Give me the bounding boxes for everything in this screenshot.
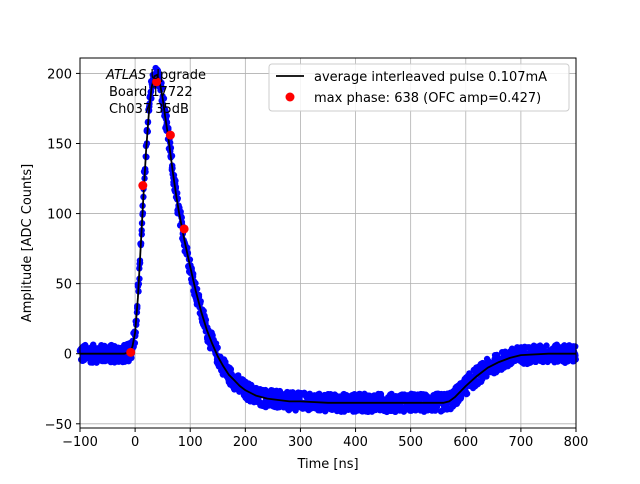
sample-point bbox=[572, 343, 579, 350]
x-tick-label: −100 bbox=[62, 435, 98, 450]
legend-point-swatch bbox=[285, 92, 295, 102]
plot-frame bbox=[79, 57, 577, 429]
annotation-line1: ATLAS Upgrade bbox=[105, 68, 206, 83]
annotation-upgrade: Upgrade bbox=[146, 68, 206, 83]
x-tick-label: 500 bbox=[398, 435, 423, 450]
x-tick-label: 100 bbox=[178, 435, 203, 450]
x-tick-label: 700 bbox=[508, 435, 533, 450]
annotation-atlas: ATLAS bbox=[105, 68, 146, 83]
average-line-layer bbox=[80, 73, 576, 404]
x-ticks: −100 0 100 200 300 400 500 600 700 800 bbox=[62, 428, 588, 450]
x-tick-label: 300 bbox=[288, 435, 313, 450]
average-pulse-line bbox=[80, 73, 576, 404]
x-tick-label: 800 bbox=[564, 435, 589, 450]
max-phase-point bbox=[165, 130, 175, 140]
x-axis-label: Time [ns] bbox=[296, 457, 358, 472]
max-phase-point bbox=[179, 224, 189, 234]
annotation-line2: Board 17722 bbox=[109, 85, 193, 100]
annotation: ATLAS Upgrade Board 17722 Ch037 35dB bbox=[105, 68, 206, 117]
max-phase-point bbox=[126, 347, 136, 357]
sample-point bbox=[543, 342, 550, 349]
y-tick-label: 150 bbox=[47, 137, 72, 152]
legend-box bbox=[268, 63, 570, 112]
sample-point bbox=[276, 403, 283, 411]
y-tick-label: 100 bbox=[47, 208, 72, 223]
y-tick-label: 0 bbox=[64, 348, 72, 363]
scatter-samples bbox=[76, 64, 579, 416]
x-tick-label: 200 bbox=[233, 435, 258, 450]
y-ticks: −50 0 50 100 150 200 bbox=[45, 67, 80, 433]
sample-point bbox=[463, 390, 471, 397]
sample-point bbox=[457, 395, 464, 402]
x-tick-label: 400 bbox=[343, 435, 368, 450]
legend-entry-max-phase: max phase: 638 (OFC amp=0.427) bbox=[314, 91, 541, 106]
x-tick-label: 0 bbox=[131, 435, 139, 450]
x-tick-label: 600 bbox=[453, 435, 478, 450]
grid-lines bbox=[79, 58, 577, 428]
max-phase-point bbox=[152, 77, 162, 87]
legend-entry-average: average interleaved pulse 0.107mA bbox=[314, 70, 547, 85]
y-tick-label: 50 bbox=[55, 278, 72, 293]
y-tick-label: −50 bbox=[45, 418, 72, 433]
legend: average interleaved pulse 0.107mA max ph… bbox=[268, 63, 570, 112]
annotation-line3: Ch037 35dB bbox=[109, 102, 189, 117]
y-tick-label: 200 bbox=[47, 67, 72, 82]
max-phase-point bbox=[138, 181, 148, 191]
max-phase-points bbox=[126, 77, 189, 357]
y-axis-label: Amplitude [ADC Counts] bbox=[20, 164, 35, 322]
